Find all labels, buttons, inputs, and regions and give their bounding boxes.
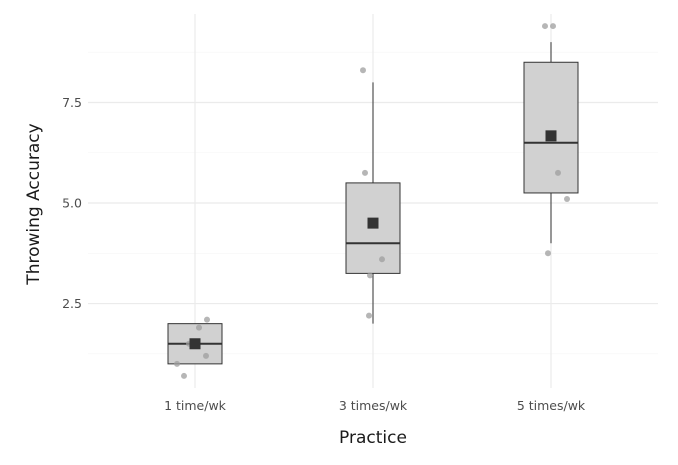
data-point: [360, 67, 366, 74]
boxes: [167, 23, 579, 379]
y-tick-label: 7.5: [62, 95, 82, 110]
box-iqr: [523, 61, 579, 194]
box-group: [523, 23, 579, 257]
data-point: [366, 312, 372, 319]
data-point: [555, 169, 561, 176]
data-point: [204, 316, 210, 323]
y-tick-label: 2.5: [62, 296, 82, 311]
y-tick-labels: 2.5 5.0 7.5: [62, 95, 82, 311]
data-point: [362, 169, 368, 176]
x-tick-label: 1 time/wk: [164, 398, 227, 413]
data-point: [196, 324, 202, 331]
y-axis-title: Throwing Accuracy: [24, 123, 44, 285]
mean-marker: [367, 217, 379, 229]
data-point: [564, 195, 570, 202]
data-point: [542, 23, 548, 30]
data-point: [379, 256, 385, 263]
data-point: [545, 250, 551, 257]
x-tick-labels: 1 time/wk 3 times/wk 5 times/wk: [164, 398, 586, 413]
data-point: [174, 360, 180, 367]
box-group: [167, 316, 223, 379]
x-axis-title: Practice: [339, 428, 407, 448]
data-point: [367, 272, 373, 279]
mean-marker: [545, 130, 557, 142]
mean-marker: [189, 338, 201, 350]
data-point: [550, 23, 556, 30]
data-point: [181, 372, 187, 379]
x-tick-label: 3 times/wk: [339, 398, 408, 413]
y-tick-label: 5.0: [62, 196, 82, 211]
data-point: [203, 352, 209, 359]
box-group: [345, 67, 401, 324]
x-tick-label: 5 times/wk: [517, 398, 586, 413]
